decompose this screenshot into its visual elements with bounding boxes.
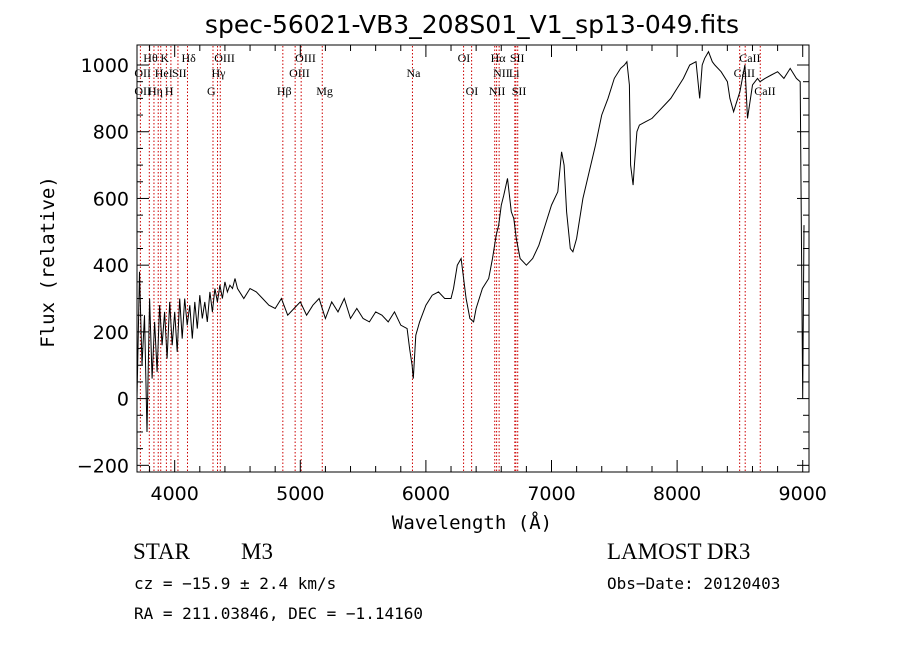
- observation-date: Obs−Date: 20120403: [607, 574, 781, 593]
- y-tick-label: 400: [93, 255, 129, 277]
- line-label: Hα: [491, 51, 507, 65]
- line-label: Hδ: [181, 51, 196, 65]
- line-label: NII: [489, 84, 506, 98]
- y-axis-label: Flux (relative): [37, 176, 59, 348]
- line-label: H: [165, 84, 174, 98]
- line-label: OIII: [214, 51, 235, 65]
- line-label: K: [160, 51, 169, 65]
- line-label: HeI: [155, 66, 173, 80]
- y-axis-ticks: −200 0 200 400 600 800 1000: [77, 55, 809, 477]
- line-label: OII: [134, 84, 151, 98]
- line-label: G: [207, 84, 216, 98]
- line-label: OIII: [289, 66, 310, 80]
- line-label: CaII: [754, 84, 775, 98]
- x-axis-ticks: 4000 5000 6000 7000 8000 9000: [149, 45, 827, 505]
- line-label: NII: [493, 66, 510, 80]
- series-layer: [136, 50, 805, 433]
- survey-name: LAMOST DR3: [607, 539, 751, 564]
- y-tick-label: 800: [93, 122, 129, 144]
- line-label: OI: [466, 84, 479, 98]
- x-tick-label: 6000: [402, 483, 450, 505]
- line-label: Mg: [316, 84, 333, 98]
- y-tick-label: −200: [77, 455, 129, 477]
- x-tick-label: 7000: [527, 483, 575, 505]
- line-label: OI: [458, 51, 471, 65]
- line-label: SII: [172, 66, 187, 80]
- object-subclass: M3: [241, 539, 273, 564]
- line-label: OII: [134, 66, 151, 80]
- line-label: CaII: [739, 51, 760, 65]
- redshift-cz: cz = −15.9 ± 2.4 km/s: [134, 574, 337, 593]
- x-tick-label: 5000: [276, 483, 324, 505]
- line-label: SII: [510, 51, 525, 65]
- x-tick-label: 8000: [653, 483, 701, 505]
- line-label: Na: [406, 66, 421, 80]
- line-label: Hβ: [277, 84, 292, 98]
- spectrum-line: [136, 50, 805, 433]
- y-tick-label: 0: [117, 389, 129, 411]
- coordinates: RA = 211.03846, DEC = −1.14160: [134, 604, 423, 623]
- object-class: STAR: [133, 539, 190, 564]
- y-tick-label: 600: [93, 188, 129, 210]
- x-tick-label: 9000: [779, 483, 827, 505]
- line-label: Hθ: [143, 51, 158, 65]
- plot-frame: [136, 44, 810, 473]
- line-label: SII: [512, 84, 527, 98]
- y-tick-label: 1000: [81, 55, 129, 77]
- chart-title: spec-56021-VB3_208S01_V1_sp13-049.fits: [205, 10, 739, 39]
- y-tick-label: 200: [93, 322, 129, 344]
- line-label: Li: [509, 66, 520, 80]
- x-axis-label: Wavelength (Å): [392, 511, 552, 534]
- line-label: CaII: [734, 66, 755, 80]
- line-label: Hγ: [212, 66, 227, 80]
- line-label: OIII: [295, 51, 316, 65]
- line-label: Hη: [148, 84, 163, 98]
- x-tick-label: 4000: [151, 483, 199, 505]
- reference-lines: [139, 46, 761, 471]
